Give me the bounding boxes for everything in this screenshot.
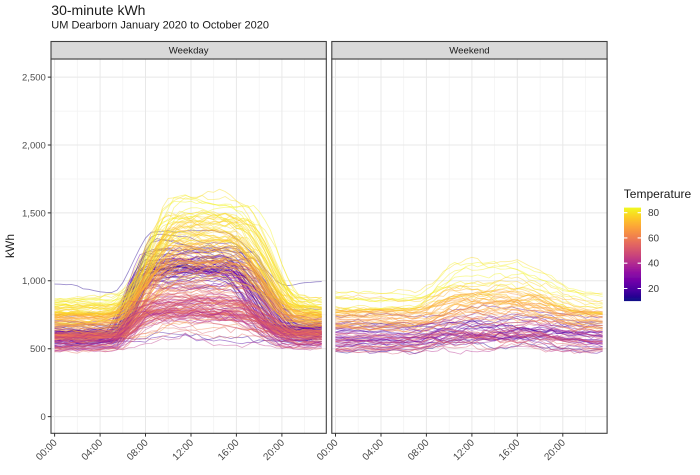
svg-text:60: 60 [648,233,660,244]
svg-text:2,500: 2,500 [22,73,46,84]
svg-text:40: 40 [648,259,660,270]
svg-text:30-minute kWh: 30-minute kWh [51,2,145,18]
svg-text:20: 20 [648,284,660,295]
svg-text:1,000: 1,000 [22,276,46,287]
svg-text:80: 80 [648,208,660,219]
svg-text:UM Dearborn January 2020 to Oc: UM Dearborn January 2020 to October 2020 [51,19,269,31]
svg-text:500: 500 [30,344,46,355]
svg-text:1,500: 1,500 [22,208,46,219]
svg-text:Weekend: Weekend [449,46,489,57]
svg-text:Temperature: Temperature [624,187,692,201]
svg-text:Weekday: Weekday [169,46,209,57]
svg-text:0: 0 [41,412,46,423]
svg-text:kWh: kWh [3,234,17,258]
svg-text:2,000: 2,000 [22,140,46,151]
